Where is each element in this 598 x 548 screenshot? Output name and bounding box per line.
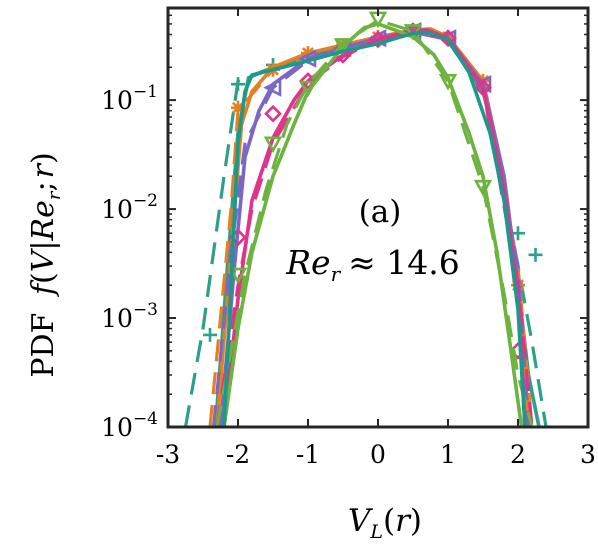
y-tick-label: 10−4 [101,409,158,442]
panel-label: (a) [359,194,402,230]
triangle-down-marker [298,80,318,98]
diamond-marker [474,78,492,97]
ticks-layer: -3 -2 -1 0 1 2 3 10−4 10−3 10−2 10−1 [101,8,596,469]
x-tick-label: 0 [370,440,386,469]
diamond-marker [439,29,457,48]
svg-text:Rer≈ 14.6: Rer ≈ 14.6 [285,243,460,286]
triangle-down-marker [263,136,283,154]
asterisk-marker [301,46,315,61]
x-tick-label: -1 [296,440,320,469]
series-solid-line [222,28,527,427]
x-axis-label: VL(r) [348,503,422,543]
x-tick-label: -2 [226,440,250,469]
x-tick-label: 1 [440,440,456,469]
triangle-down-marker [228,267,248,285]
series-6 [222,30,527,427]
series-solid-line [222,30,527,427]
svg-text:PDF f(V|Rer;r): PDF f(V|Rer;r) [26,152,65,377]
diamond-marker [369,30,387,49]
triangle-down-marker [333,38,353,55]
plus-marker [231,77,245,92]
plus-marker [528,247,543,262]
diamond-marker [264,104,282,123]
reynolds-annotation: Rer ≈ 14.6 [285,243,460,286]
asterisk-marker [231,100,245,115]
series-5 [215,11,534,427]
y-tick-label: 10−1 [101,82,158,115]
x-tick-label: 2 [510,440,526,469]
data-layer [183,11,548,427]
y-tick-label: 10−2 [101,191,158,224]
triangle-down-marker [438,74,458,91]
triangle-left-marker [263,78,282,97]
plus-marker [203,327,217,342]
triangle-down-marker [473,179,493,197]
svg-text:VL(r): VL(r) [348,503,422,543]
y-axis-label: PDF f(V|Rer;r) [26,152,65,377]
x-tick-label: -3 [156,440,180,469]
y-tick-label: 10−3 [101,300,158,333]
x-tick-label: 3 [580,440,596,469]
